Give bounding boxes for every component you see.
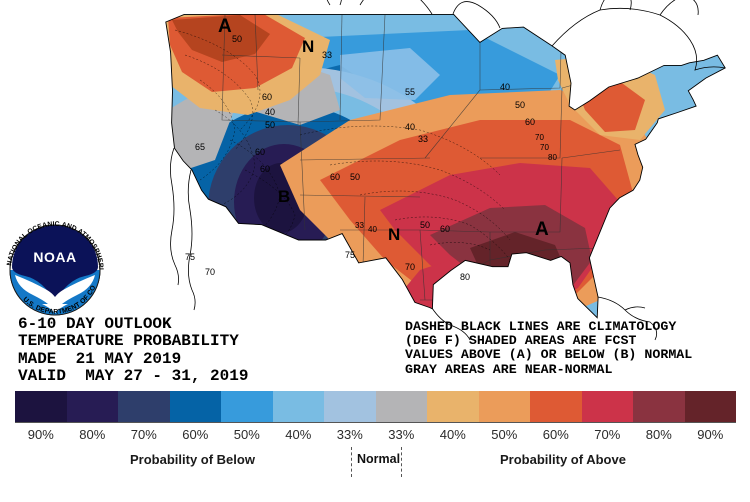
svg-text:40: 40 — [265, 107, 275, 117]
svg-text:N: N — [302, 37, 314, 56]
svg-text:70: 70 — [535, 133, 544, 142]
svg-text:40: 40 — [405, 122, 415, 132]
svg-text:N: N — [388, 225, 400, 244]
svg-text:75: 75 — [345, 250, 355, 260]
svg-text:33: 33 — [322, 50, 332, 60]
svg-text:70: 70 — [540, 143, 549, 152]
svg-text:B: B — [278, 187, 290, 206]
svg-text:70: 70 — [205, 267, 215, 277]
svg-text:55: 55 — [405, 87, 415, 97]
svg-text:50: 50 — [232, 34, 242, 44]
svg-text:A: A — [535, 219, 549, 240]
svg-text:40: 40 — [368, 225, 377, 234]
svg-text:50: 50 — [350, 172, 360, 182]
svg-text:50: 50 — [515, 100, 525, 110]
svg-text:33: 33 — [355, 221, 364, 230]
svg-text:50: 50 — [420, 220, 430, 230]
svg-text:60: 60 — [525, 117, 535, 127]
svg-text:60: 60 — [262, 92, 272, 102]
svg-text:75: 75 — [185, 252, 195, 262]
svg-text:60: 60 — [330, 172, 340, 182]
svg-text:33: 33 — [418, 134, 428, 144]
svg-text:A: A — [218, 16, 232, 37]
svg-text:NOAA: NOAA — [33, 249, 76, 265]
svg-text:40: 40 — [500, 82, 510, 92]
svg-text:60: 60 — [440, 224, 450, 234]
svg-text:60: 60 — [260, 164, 270, 174]
svg-text:80: 80 — [548, 153, 557, 162]
svg-text:80: 80 — [460, 272, 470, 282]
svg-text:70: 70 — [405, 262, 415, 272]
svg-text:60: 60 — [255, 147, 265, 157]
svg-text:65: 65 — [195, 142, 205, 152]
svg-text:50: 50 — [265, 120, 275, 130]
